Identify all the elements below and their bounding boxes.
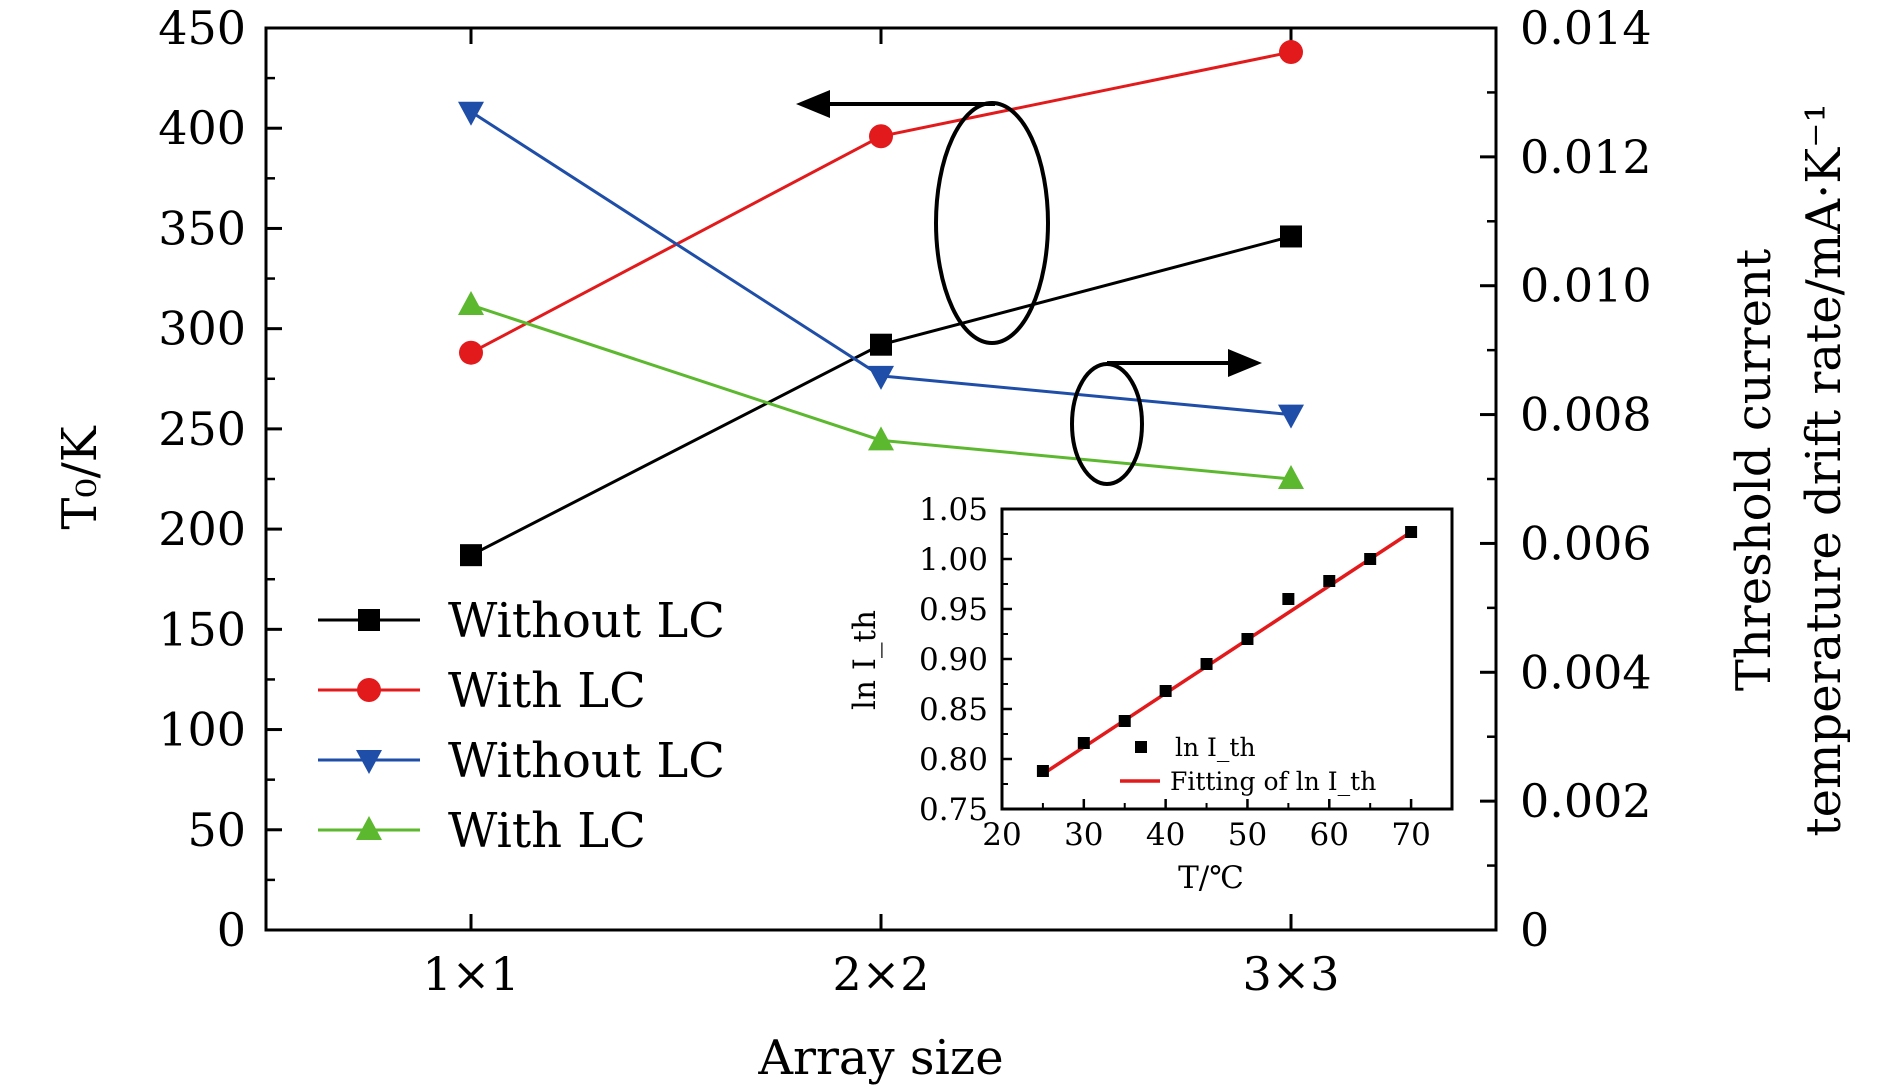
inset-data-point xyxy=(1159,685,1172,697)
x-axis: 1×1 2×2 3×3 xyxy=(422,28,1340,1001)
legend-marker-0 xyxy=(358,609,380,631)
left-tick-label: 50 xyxy=(187,803,246,857)
legend-label-3: With LC xyxy=(448,803,646,859)
inset-legend-label: ln I_th xyxy=(1175,733,1256,762)
inset-data-point xyxy=(1077,737,1090,749)
inset-x-tick-label: 50 xyxy=(1228,817,1267,853)
series-2-point xyxy=(1278,404,1304,429)
inset-y-tick-label: 0.80 xyxy=(919,742,988,778)
inset-y-tick-label: 0.85 xyxy=(919,692,988,728)
inset-data-point xyxy=(1405,526,1418,538)
inset-y-tick-label: 0.95 xyxy=(919,592,988,628)
inset-data-point xyxy=(1323,575,1336,587)
left-tick-label: 0 xyxy=(217,903,246,957)
legend-marker-1 xyxy=(357,678,381,702)
right-axis: 0 0.002 0.004 0.006 0.008 0.010 0.012 0.014 xyxy=(1480,1,1652,957)
x-axis-label: Array size xyxy=(757,1030,1003,1086)
left-axis-label: T₀/K xyxy=(52,425,108,529)
legend-marker-3 xyxy=(356,816,382,840)
right-tick-label: 0.014 xyxy=(1520,1,1652,55)
right-tick-label: 0.004 xyxy=(1520,645,1652,699)
left-axis: 0 50 100 150 200 250 300 350 400 450 xyxy=(158,1,282,957)
inset-x-tick-label: 30 xyxy=(1064,817,1103,853)
left-tick-label: 100 xyxy=(158,703,246,757)
right-tick-label: 0.006 xyxy=(1520,516,1652,570)
left-tick-label: 450 xyxy=(158,1,246,55)
series-0-point xyxy=(460,544,482,567)
left-tick-label: 350 xyxy=(158,201,246,255)
inset-y-tick-label: 1.05 xyxy=(919,492,988,528)
inset-data-point xyxy=(1118,715,1131,727)
x-tick-label: 2×2 xyxy=(832,947,929,1001)
inset-data-point xyxy=(1200,658,1213,670)
inset-data-point xyxy=(1241,633,1254,645)
right-tick-label: 0.012 xyxy=(1520,130,1652,184)
right-tick-label: 0.002 xyxy=(1520,774,1652,828)
left-series-group-ellipse xyxy=(934,101,1050,345)
series-2-point xyxy=(868,365,894,390)
right-axis-arrow-head xyxy=(1228,349,1262,377)
inset-x-tick-label: 20 xyxy=(982,817,1021,853)
inset-legend-fit-label: Fitting of ln I_th xyxy=(1170,767,1376,796)
series-line-1 xyxy=(470,50,1292,355)
inset-x-tick-label: 40 xyxy=(1146,817,1185,853)
inset-y-tick-label: 1.00 xyxy=(919,542,988,578)
legend-label-0: Without LC xyxy=(448,593,725,649)
inset-x-axis-label: T/℃ xyxy=(1178,860,1244,896)
inset-x-tick-label: 60 xyxy=(1310,817,1349,853)
right-tick-label: 0.008 xyxy=(1520,388,1652,442)
inset-data-point xyxy=(1364,553,1377,565)
left-tick-label: 400 xyxy=(158,101,246,155)
inset-data-point xyxy=(1036,765,1049,777)
series-3-point xyxy=(458,291,484,316)
inset-fit-line xyxy=(1041,530,1413,776)
right-tick-label: 0 xyxy=(1520,903,1549,957)
series-layer xyxy=(458,40,1304,567)
left-tick-label: 150 xyxy=(158,602,246,656)
left-axis-arrow-head xyxy=(796,90,830,118)
inset-y-tick-label: 0.75 xyxy=(919,792,988,828)
series-0-point xyxy=(1280,225,1302,248)
inset-chart: 20 30 40 50 60 70 0.75 0.80 0.85 0.90 0.95 1.00 1.05… xyxy=(919,492,1431,853)
series-3-point xyxy=(1278,465,1304,489)
right-axis-label-line-1: Threshold current xyxy=(1726,249,1782,691)
series-1-point xyxy=(459,340,483,365)
right-series-group-ellipse xyxy=(1070,362,1144,486)
left-tick-label: 250 xyxy=(158,402,246,456)
series-1-point xyxy=(1279,40,1303,65)
x-tick-label: 3×3 xyxy=(1242,947,1339,1001)
series-0-point xyxy=(870,333,892,356)
inset-y-tick-label: 0.90 xyxy=(919,642,988,678)
inset-y-axis-label: ln I_th xyxy=(847,610,883,710)
inset-x-tick-label: 70 xyxy=(1391,817,1430,853)
inset-legend-marker xyxy=(1135,741,1147,753)
left-tick-label: 300 xyxy=(158,302,246,356)
legend: Without LC With LC Without LC With LC xyxy=(318,593,725,859)
legend-marker-2 xyxy=(356,750,382,774)
series-1-point xyxy=(869,124,893,149)
inset-background xyxy=(880,505,1452,810)
right-tick-label: 0.010 xyxy=(1520,259,1652,313)
inset-data-point xyxy=(1282,593,1295,605)
series-3-point xyxy=(868,426,894,451)
x-tick-label: 1×1 xyxy=(422,947,519,1001)
series-line-3 xyxy=(470,303,1292,481)
right-axis-label-line-2: temperature drift rate/mA·K⁻¹ xyxy=(1796,103,1852,836)
series-2-point xyxy=(458,101,484,126)
legend-label-1: With LC xyxy=(448,663,646,719)
legend-label-2: Without LC xyxy=(448,733,725,789)
left-tick-label: 200 xyxy=(158,502,246,556)
